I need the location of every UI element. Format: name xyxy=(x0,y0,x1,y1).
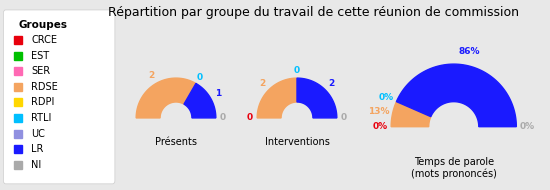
Text: EST: EST xyxy=(31,51,50,61)
Text: 1: 1 xyxy=(215,89,221,98)
Text: RTLI: RTLI xyxy=(31,113,52,123)
Text: 0: 0 xyxy=(220,113,226,122)
Text: 0: 0 xyxy=(341,113,347,122)
Text: NI: NI xyxy=(31,160,41,170)
Text: 0: 0 xyxy=(196,73,202,82)
Text: 0: 0 xyxy=(247,113,253,122)
Text: 13%: 13% xyxy=(368,107,390,116)
Text: 2: 2 xyxy=(148,71,155,80)
Text: Présents: Présents xyxy=(155,137,197,147)
Polygon shape xyxy=(297,78,337,118)
Text: 0%: 0% xyxy=(378,93,394,102)
Text: 0: 0 xyxy=(294,66,300,75)
Text: Répartition par groupe du travail de cette réunion de commission: Répartition par groupe du travail de cet… xyxy=(108,6,519,19)
Text: Temps de parole
(mots prononcés): Temps de parole (mots prononcés) xyxy=(411,157,497,179)
Polygon shape xyxy=(257,78,297,118)
Text: 0%: 0% xyxy=(520,122,535,131)
Text: LR: LR xyxy=(31,144,43,154)
Polygon shape xyxy=(136,78,196,118)
Text: RDSE: RDSE xyxy=(31,82,58,92)
Text: 2: 2 xyxy=(260,79,266,88)
Text: SER: SER xyxy=(31,66,51,76)
FancyBboxPatch shape xyxy=(3,10,115,184)
Polygon shape xyxy=(184,83,216,118)
Text: RDPI: RDPI xyxy=(31,97,54,108)
Text: 86%: 86% xyxy=(459,48,480,56)
Text: 2: 2 xyxy=(328,79,334,88)
Polygon shape xyxy=(391,102,431,127)
Text: UC: UC xyxy=(31,129,45,139)
Text: Groupes: Groupes xyxy=(18,20,67,30)
Text: Interventions: Interventions xyxy=(265,137,329,147)
Text: CRCE: CRCE xyxy=(31,35,57,45)
Polygon shape xyxy=(397,64,516,127)
Text: 0%: 0% xyxy=(372,122,387,131)
